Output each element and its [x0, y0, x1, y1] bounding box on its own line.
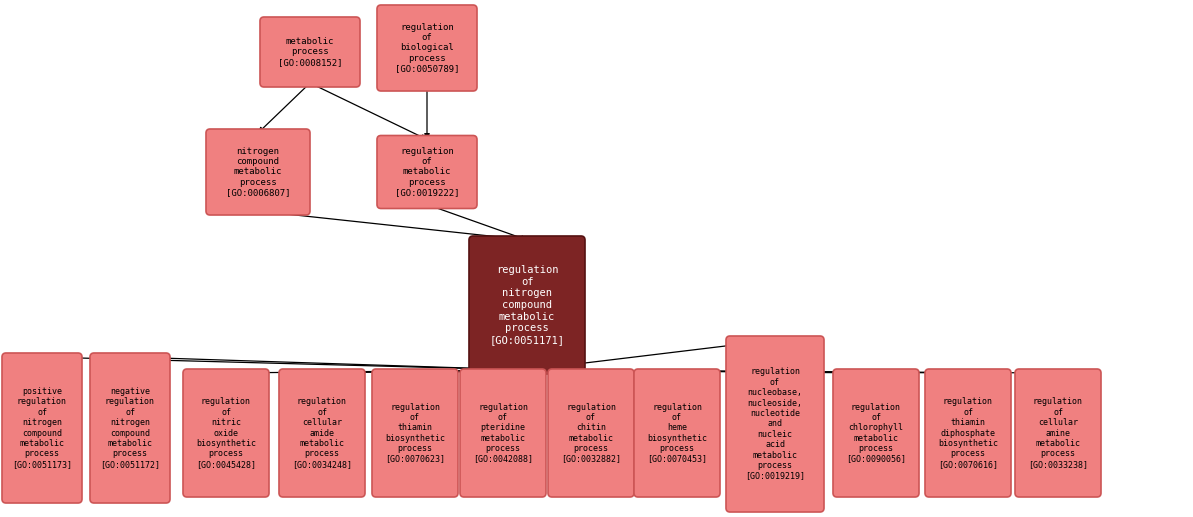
FancyBboxPatch shape [633, 369, 721, 497]
FancyBboxPatch shape [377, 135, 477, 208]
FancyBboxPatch shape [279, 369, 365, 497]
FancyBboxPatch shape [206, 129, 310, 215]
Text: metabolic
process
[GO:0008152]: metabolic process [GO:0008152] [278, 37, 342, 67]
Text: regulation
of
biological
process
[GO:0050789]: regulation of biological process [GO:005… [395, 23, 459, 73]
Text: positive
regulation
of
nitrogen
compound
metabolic
process
[GO:0051173]: positive regulation of nitrogen compound… [12, 387, 72, 469]
FancyBboxPatch shape [372, 369, 458, 497]
Text: regulation
of
pteridine
metabolic
process
[GO:0042088]: regulation of pteridine metabolic proces… [472, 403, 533, 464]
FancyBboxPatch shape [460, 369, 546, 497]
FancyBboxPatch shape [548, 369, 633, 497]
Text: regulation
of
nitric
oxide
biosynthetic
process
[GO:0045428]: regulation of nitric oxide biosynthetic … [196, 397, 256, 469]
Text: regulation
of
thiamin
biosynthetic
process
[GO:0070623]: regulation of thiamin biosynthetic proce… [385, 403, 445, 464]
FancyBboxPatch shape [377, 5, 477, 91]
Text: regulation
of
cellular
amine
metabolic
process
[GO:0033238]: regulation of cellular amine metabolic p… [1028, 397, 1088, 469]
Text: regulation
of
chlorophyll
metabolic
process
[GO:0090056]: regulation of chlorophyll metabolic proc… [846, 403, 905, 464]
Text: regulation
of
cellular
amide
metabolic
process
[GO:0034248]: regulation of cellular amide metabolic p… [292, 397, 352, 469]
FancyBboxPatch shape [1015, 369, 1101, 497]
Text: regulation
of
nucleobase,
nucleoside,
nucleotide
and
nucleic
acid
metabolic
proc: regulation of nucleobase, nucleoside, nu… [744, 368, 805, 480]
FancyBboxPatch shape [925, 369, 1010, 497]
Text: regulation
of
thiamin
diphosphate
biosynthetic
process
[GO:0070616]: regulation of thiamin diphosphate biosyn… [938, 397, 999, 469]
FancyBboxPatch shape [2, 353, 82, 503]
Text: regulation
of
nitrogen
compound
metabolic
process
[GO:0051171]: regulation of nitrogen compound metaboli… [489, 265, 564, 345]
Text: nitrogen
compound
metabolic
process
[GO:0006807]: nitrogen compound metabolic process [GO:… [225, 147, 290, 197]
Text: regulation
of
chitin
metabolic
process
[GO:0032882]: regulation of chitin metabolic process [… [561, 403, 622, 464]
Text: regulation
of
metabolic
process
[GO:0019222]: regulation of metabolic process [GO:0019… [395, 147, 459, 197]
Text: negative
regulation
of
nitrogen
compound
metabolic
process
[GO:0051172]: negative regulation of nitrogen compound… [100, 387, 160, 469]
FancyBboxPatch shape [469, 236, 585, 374]
FancyBboxPatch shape [260, 17, 360, 87]
FancyBboxPatch shape [727, 336, 824, 512]
FancyBboxPatch shape [833, 369, 919, 497]
Text: regulation
of
heme
biosynthetic
process
[GO:0070453]: regulation of heme biosynthetic process … [647, 403, 707, 464]
FancyBboxPatch shape [89, 353, 169, 503]
FancyBboxPatch shape [183, 369, 268, 497]
